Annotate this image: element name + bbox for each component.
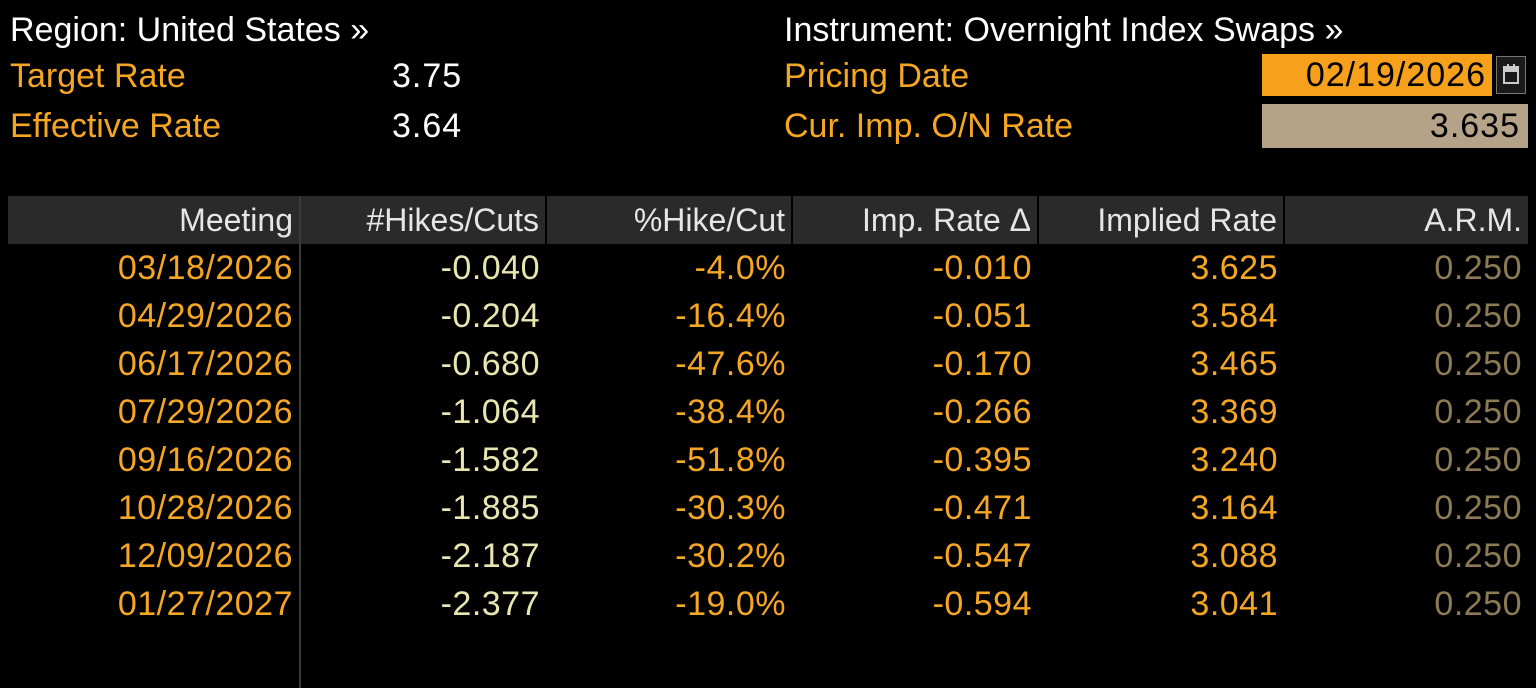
meeting-date-cell: 12/09/2026 <box>8 532 301 580</box>
meeting-date-cell: 10/28/2026 <box>8 484 301 532</box>
header-panel: Region: United States » Instrument: Over… <box>0 0 1536 160</box>
table-row[interactable]: 04/29/2026 -0.204 -16.4% -0.051 3.584 0.… <box>8 292 1528 340</box>
pct-hike-cut-cell: -51.8% <box>675 440 786 479</box>
filler-cell <box>8 628 301 688</box>
target-rate-value: 3.75 <box>392 57 463 95</box>
column-header-arm[interactable]: A.R.M. <box>1284 196 1528 244</box>
pct-hike-cut-cell: -30.3% <box>675 488 786 527</box>
meeting-date-cell: 09/16/2026 <box>8 436 301 484</box>
pct-hike-cut-cell: -16.4% <box>675 296 786 335</box>
table-row[interactable]: 07/29/2026 -1.064 -38.4% -0.266 3.369 0.… <box>8 388 1528 436</box>
column-header-hikes-cuts[interactable]: #Hikes/Cuts <box>300 196 547 244</box>
effective-rate-label: Effective Rate <box>10 107 222 145</box>
hikes-cuts-cell: -0.040 <box>440 248 540 287</box>
target-rate-label: Target Rate <box>10 57 186 95</box>
table-row[interactable]: 03/18/2026 -0.040 -4.0% -0.010 3.625 0.2… <box>8 244 1528 292</box>
imp-rate-delta-cell: -0.010 <box>932 248 1032 287</box>
imp-rate-delta-cell: -0.266 <box>932 392 1032 431</box>
pct-hike-cut-cell: -4.0% <box>694 248 786 287</box>
cur-imp-rate-input[interactable]: 3.635 <box>1262 104 1528 148</box>
meeting-date-cell: 01/27/2027 <box>8 580 301 628</box>
filler-cell <box>1038 628 1284 688</box>
hikes-cuts-cell: -1.582 <box>440 440 540 479</box>
hikes-cuts-cell: -1.064 <box>440 392 540 431</box>
pct-hike-cut-cell: -30.2% <box>675 536 786 575</box>
meetings-table-container: Meeting #Hikes/Cuts %Hike/Cut Imp. Rate … <box>8 196 1528 688</box>
meeting-date-cell: 04/29/2026 <box>8 292 301 340</box>
filler-cell <box>546 628 792 688</box>
arm-cell: 0.250 <box>1434 392 1522 431</box>
region-selector[interactable]: Region: United States » <box>10 11 370 49</box>
column-header-implied-rate[interactable]: Implied Rate <box>1038 196 1285 244</box>
effective-rate-value: 3.64 <box>392 107 463 145</box>
imp-rate-delta-cell: -0.051 <box>932 296 1032 335</box>
meeting-date-cell: 07/29/2026 <box>8 388 301 436</box>
implied-rate-cell: 3.164 <box>1190 488 1278 527</box>
hikes-cuts-cell: -2.377 <box>440 584 540 623</box>
imp-rate-delta-cell: -0.547 <box>932 536 1032 575</box>
table-filler-row <box>8 628 1528 688</box>
table-header-row: Meeting #Hikes/Cuts %Hike/Cut Imp. Rate … <box>8 196 1528 244</box>
meeting-date-cell: 06/17/2026 <box>8 340 301 388</box>
column-header-pct-hike-cut[interactable]: %Hike/Cut <box>546 196 793 244</box>
table-row[interactable]: 10/28/2026 -1.885 -30.3% -0.471 3.164 0.… <box>8 484 1528 532</box>
pct-hike-cut-cell: -47.6% <box>675 344 786 383</box>
calendar-button[interactable] <box>1496 56 1526 94</box>
imp-rate-delta-cell: -0.395 <box>932 440 1032 479</box>
pricing-date-label: Pricing Date <box>784 57 970 95</box>
meeting-date-cell: 03/18/2026 <box>8 244 301 292</box>
hikes-cuts-cell: -0.680 <box>440 344 540 383</box>
table-row[interactable]: 06/17/2026 -0.680 -47.6% -0.170 3.465 0.… <box>8 340 1528 388</box>
arm-cell: 0.250 <box>1434 536 1522 575</box>
implied-rate-cell: 3.465 <box>1190 344 1278 383</box>
imp-rate-delta-cell: -0.170 <box>932 344 1032 383</box>
hikes-cuts-cell: -0.204 <box>440 296 540 335</box>
cur-imp-rate-label: Cur. Imp. O/N Rate <box>784 107 1074 145</box>
filler-cell <box>300 628 546 688</box>
arm-cell: 0.250 <box>1434 584 1522 623</box>
implied-rate-cell: 3.369 <box>1190 392 1278 431</box>
implied-rate-cell: 3.240 <box>1190 440 1278 479</box>
arm-cell: 0.250 <box>1434 296 1522 335</box>
implied-rate-cell: 3.625 <box>1190 248 1278 287</box>
meetings-table: Meeting #Hikes/Cuts %Hike/Cut Imp. Rate … <box>8 196 1528 688</box>
implied-rate-cell: 3.088 <box>1190 536 1278 575</box>
filler-cell <box>1284 628 1528 688</box>
arm-cell: 0.250 <box>1434 440 1522 479</box>
filler-cell <box>792 628 1038 688</box>
imp-rate-delta-cell: -0.594 <box>932 584 1032 623</box>
hikes-cuts-cell: -2.187 <box>440 536 540 575</box>
table-row[interactable]: 12/09/2026 -2.187 -30.2% -0.547 3.088 0.… <box>8 532 1528 580</box>
calendar-icon <box>1503 64 1519 84</box>
arm-cell: 0.250 <box>1434 248 1522 287</box>
implied-rate-cell: 3.584 <box>1190 296 1278 335</box>
pricing-date-input[interactable]: 02/19/2026 <box>1262 54 1492 96</box>
column-header-imp-rate-delta[interactable]: Imp. Rate Δ <box>792 196 1039 244</box>
implied-rate-cell: 3.041 <box>1190 584 1278 623</box>
column-header-meeting[interactable]: Meeting <box>8 196 301 244</box>
hikes-cuts-cell: -1.885 <box>440 488 540 527</box>
imp-rate-delta-cell: -0.471 <box>932 488 1032 527</box>
table-row[interactable]: 01/27/2027 -2.377 -19.0% -0.594 3.041 0.… <box>8 580 1528 628</box>
pct-hike-cut-cell: -19.0% <box>675 584 786 623</box>
table-row[interactable]: 09/16/2026 -1.582 -51.8% -0.395 3.240 0.… <box>8 436 1528 484</box>
arm-cell: 0.250 <box>1434 344 1522 383</box>
instrument-selector[interactable]: Instrument: Overnight Index Swaps » <box>784 11 1344 49</box>
pct-hike-cut-cell: -38.4% <box>675 392 786 431</box>
arm-cell: 0.250 <box>1434 488 1522 527</box>
